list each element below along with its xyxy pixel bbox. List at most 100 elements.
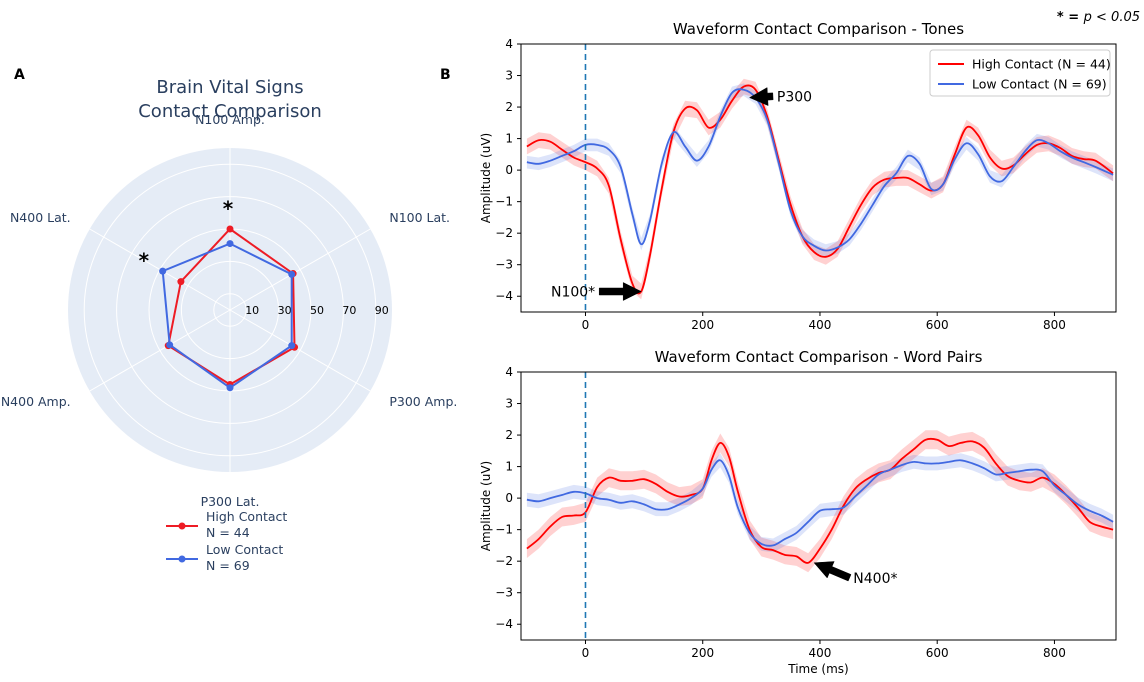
radar-axis-labels: N100 Amp. N100 Lat. P300 Amp. P300 Lat. N400… (1, 112, 458, 509)
radar-tick-label-90: 90 (375, 304, 389, 317)
words-xtick-label-400: 400 (809, 646, 832, 660)
radar-title-line-1: Brain Vital Signs (156, 77, 303, 98)
tones-ytick-label-4: 4 (505, 37, 513, 51)
tones-legend-box (929, 49, 1111, 97)
radar-spoke-p300-amp (229, 309, 371, 392)
radar-significance-star-n400-lat: * (139, 248, 150, 272)
radar-point-low-contact-n400-lat (159, 267, 167, 275)
radar-point-low-contact-p300-amp (288, 342, 296, 350)
radar-legend-label-low-contact: Low Contact (206, 542, 283, 557)
radar-legend-marker-low-contact (178, 555, 186, 563)
tones-frame (520, 43, 1117, 313)
words-band-low-contact-n-69 (526, 453, 1114, 553)
words-ylabel: Amplitude (uV) (479, 461, 493, 552)
panel-a-label: A (14, 67, 25, 83)
tones-legend-label-low-contact-n-69: Low Contact (N = 69) (972, 77, 1107, 92)
tones-annotation-arrow-n100 (598, 282, 642, 301)
words-annotation-label-n400: N400* (853, 571, 897, 587)
panel-b-label: B (440, 67, 451, 83)
radar-radial-ticks: 10 30 50 70 90 (245, 304, 389, 317)
words-plot-area (526, 430, 1114, 573)
significance-note-star: * = (1057, 10, 1079, 25)
tones-ytick-label--3: −3 (495, 258, 513, 272)
radar-tick-label-30: 30 (278, 304, 292, 317)
words-ytick-label-1: 1 (505, 460, 513, 474)
radar-axis-label-n400-amp: N400 Amp. (1, 394, 71, 409)
radar-spoke-n100-lat (229, 228, 371, 311)
radar-significance-markers: ** (139, 197, 234, 273)
radar-spoke-n400-amp (89, 309, 231, 392)
radar-axis-label-n100-amp: N100 Amp. (195, 112, 265, 127)
word-pairs-waveform-chart: Waveform Contact Comparison - Word Pairs… (479, 348, 1117, 676)
words-xlabel: Time (ms) (787, 662, 849, 676)
radar-legend-n-low-contact: N = 69 (206, 558, 250, 573)
radar-legend-n-high-contact: N = 44 (206, 525, 250, 540)
radar-point-low-contact-n100-amp (226, 240, 234, 248)
radar-series (159, 225, 299, 392)
tones-xtick-label-200: 200 (691, 318, 714, 332)
tones-title: Waveform Contact Comparison - Tones (673, 20, 964, 38)
words-ytick-label--3: −3 (495, 586, 513, 600)
tones-waveform-chart: Waveform Contact Comparison - Tones 0 200 4… (479, 20, 1117, 332)
radar-axis-label-p300-amp: P300 Amp. (389, 394, 457, 409)
words-line-low-contact-n-69 (526, 459, 1114, 547)
tones-annotation-label-n100: N100* (551, 285, 595, 301)
radar-legend-marker-high-contact (178, 522, 186, 530)
tones-ytick-label--4: −4 (495, 289, 513, 303)
radar-legend-label-high-contact: High Contact (206, 509, 287, 524)
tones-ytick-label-3: 3 (505, 69, 513, 83)
tones-ytick-label--2: −2 (495, 226, 513, 240)
tones-xtick-label-0: 0 (582, 318, 590, 332)
tones-line-low-contact-n-69 (526, 88, 1114, 252)
words-title: Waveform Contact Comparison - Word Pairs (655, 348, 983, 366)
tones-xtick-label-600: 600 (926, 318, 949, 332)
radar-point-low-contact-n100-lat (288, 270, 296, 278)
words-xtick-label-0: 0 (582, 646, 590, 660)
radar-point-high-contact-n400-lat (177, 278, 185, 286)
words-ytick-label--1: −1 (495, 523, 513, 537)
significance-note-text: p < 0.05 (1083, 10, 1140, 25)
radar-point-low-contact-p300-lat (226, 384, 234, 392)
words-line-high-contact-n-44 (526, 437, 1114, 564)
radar-point-low-contact-n400-amp (166, 341, 174, 349)
radar-axis-label-n100-lat: N100 Lat. (389, 210, 450, 225)
radar-title-line-2: Contact Comparison (138, 101, 322, 122)
tones-ytick-label--1: −1 (495, 195, 513, 209)
words-xtick-label-800: 800 (1043, 646, 1066, 660)
words-ytick-label-0: 0 (505, 491, 513, 505)
tones-band-low-contact-n-69 (526, 83, 1114, 257)
words-ytick-label-3: 3 (505, 397, 513, 411)
tones-annotation-arrow-p300 (749, 87, 774, 106)
radar-tick-label-10: 10 (245, 304, 259, 317)
tones-xtick-label-800: 800 (1043, 318, 1066, 332)
radar-point-high-contact-n100-amp (226, 225, 234, 233)
radar-chart: Brain Vital Signs Contact Comparison N10… (1, 77, 458, 573)
words-xtick-label-200: 200 (691, 646, 714, 660)
radar-axis-label-p300-lat: P300 Lat. (201, 494, 260, 509)
words-frame (520, 371, 1117, 641)
tones-ytick-label-0: 0 (505, 163, 513, 177)
radar-significance-star-n100-amp: * (223, 197, 234, 221)
words-annotation-arrow-n400 (813, 561, 852, 582)
tones-plot-area (526, 78, 1114, 300)
radar-axis-label-n400-lat: N400 Lat. (10, 210, 71, 225)
significance-note: * = p < 0.05 (1057, 10, 1140, 25)
radar-tick-label-50: 50 (310, 304, 324, 317)
words-band-high-contact-n-44 (526, 430, 1114, 573)
tones-annotation-label-p300: P300 (777, 89, 812, 105)
words-xtick-label-600: 600 (926, 646, 949, 660)
words-ytick-label--2: −2 (495, 554, 513, 568)
tones-ytick-label-1: 1 (505, 132, 513, 146)
tones-xtick-label-400: 400 (809, 318, 832, 332)
tones-legend-label-high-contact-n-44: High Contact (N = 44) (972, 57, 1111, 72)
radar-tick-label-70: 70 (342, 304, 356, 317)
tones-line-high-contact-n-44 (526, 84, 1114, 295)
tones-band-high-contact-n-44 (526, 78, 1114, 300)
tones-ylabel: Amplitude (uV) (479, 133, 493, 224)
tones-ytick-label-2: 2 (505, 100, 513, 114)
words-ytick-label-2: 2 (505, 428, 513, 442)
words-ytick-label--4: −4 (495, 617, 513, 631)
words-ytick-label-4: 4 (505, 365, 513, 379)
